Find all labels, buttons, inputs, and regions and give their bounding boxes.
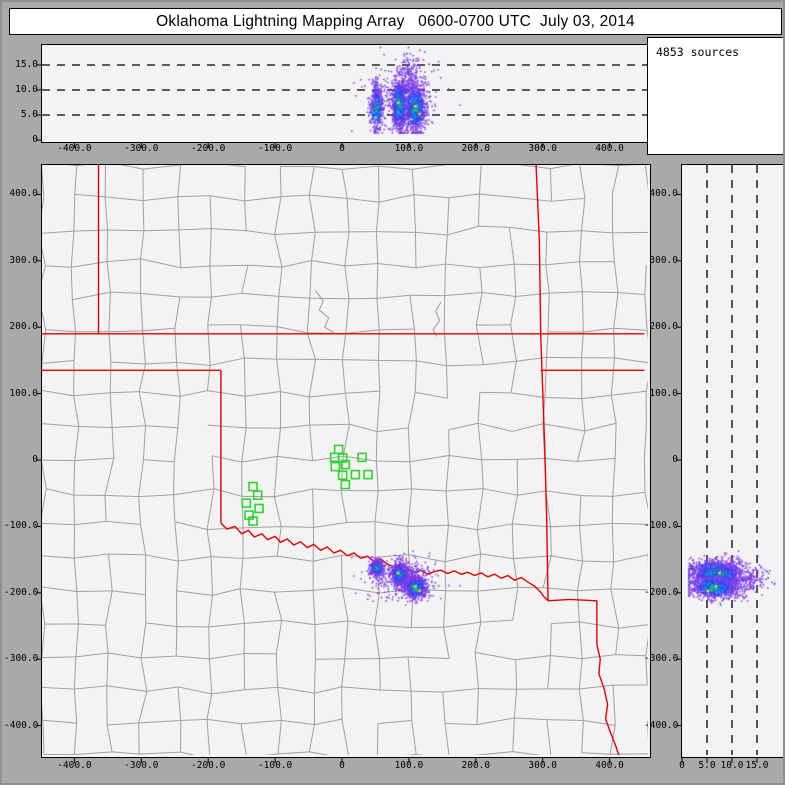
tick-label: 300.0: [528, 143, 557, 154]
alt-vs-northsouth-panel: [681, 164, 783, 758]
sources-count-box: 4853 sources: [647, 37, 783, 155]
tick-label: 0: [672, 454, 678, 465]
tick-label: -200.0: [4, 586, 39, 598]
tick-label: 0: [679, 760, 685, 771]
tick-label: -100.0: [257, 143, 293, 154]
tick-label: 100.0: [394, 143, 424, 154]
tick-label: -300.0: [124, 760, 159, 771]
tick-label: 200.0: [461, 760, 491, 771]
tick-label: -400.0: [57, 760, 92, 771]
tick-label: 100.0: [649, 387, 678, 399]
tick-label: 10.0: [720, 760, 744, 771]
alt-ew-scatter: [42, 45, 648, 140]
tick-label: -400.0: [644, 719, 679, 731]
tick-label: -100.0: [644, 520, 679, 532]
tick-label: 5.0: [698, 760, 716, 771]
plan-view-scatter: [42, 165, 648, 755]
tick-label: -400.0: [57, 143, 92, 154]
tick-label: 100.0: [394, 760, 424, 771]
tick-label: -100.0: [4, 520, 39, 532]
alt-ns-scatter: [682, 165, 783, 755]
tick-label: 400.0: [9, 188, 38, 200]
tick-label: 400.0: [595, 760, 624, 771]
tick-label: -300.0: [4, 653, 39, 665]
tick-label: 0: [339, 143, 345, 154]
tick-label: 200.0: [461, 143, 491, 154]
sources-count-label: 4853 sources: [656, 45, 740, 59]
tick-label: 15.0: [15, 59, 38, 70]
tick-label: -300.0: [644, 653, 679, 665]
title-bar: Oklahoma Lightning Mapping Array 0600-07…: [9, 8, 782, 35]
tick-label: -200.0: [644, 586, 679, 598]
tick-label: 400.0: [649, 188, 678, 200]
tick-label: 300.0: [9, 254, 38, 266]
tick-label: -200.0: [191, 143, 226, 154]
tick-label: 300.0: [649, 254, 678, 266]
tick-label: -100.0: [257, 760, 293, 771]
tick-label: -400.0: [4, 719, 39, 731]
tick-label: 300.0: [528, 760, 557, 771]
tick-label: 100.0: [9, 387, 38, 399]
tick-label: 5.0: [20, 109, 38, 120]
tick-label: 0: [32, 454, 38, 465]
page-title: Oklahoma Lightning Mapping Array 0600-07…: [156, 12, 635, 30]
alt-vs-eastwest-panel: [41, 44, 651, 143]
tick-label: 0: [32, 134, 38, 145]
tick-label: 10.0: [15, 84, 38, 95]
tick-label: 0: [339, 760, 345, 771]
tick-label: -300.0: [124, 143, 159, 154]
tick-label: -200.0: [191, 760, 226, 771]
tick-label: 200.0: [9, 321, 38, 333]
plan-view-map-panel: [41, 164, 651, 758]
tick-label: 200.0: [649, 321, 678, 333]
tick-label: 400.0: [595, 143, 624, 154]
tick-label: 15.0: [745, 760, 769, 771]
